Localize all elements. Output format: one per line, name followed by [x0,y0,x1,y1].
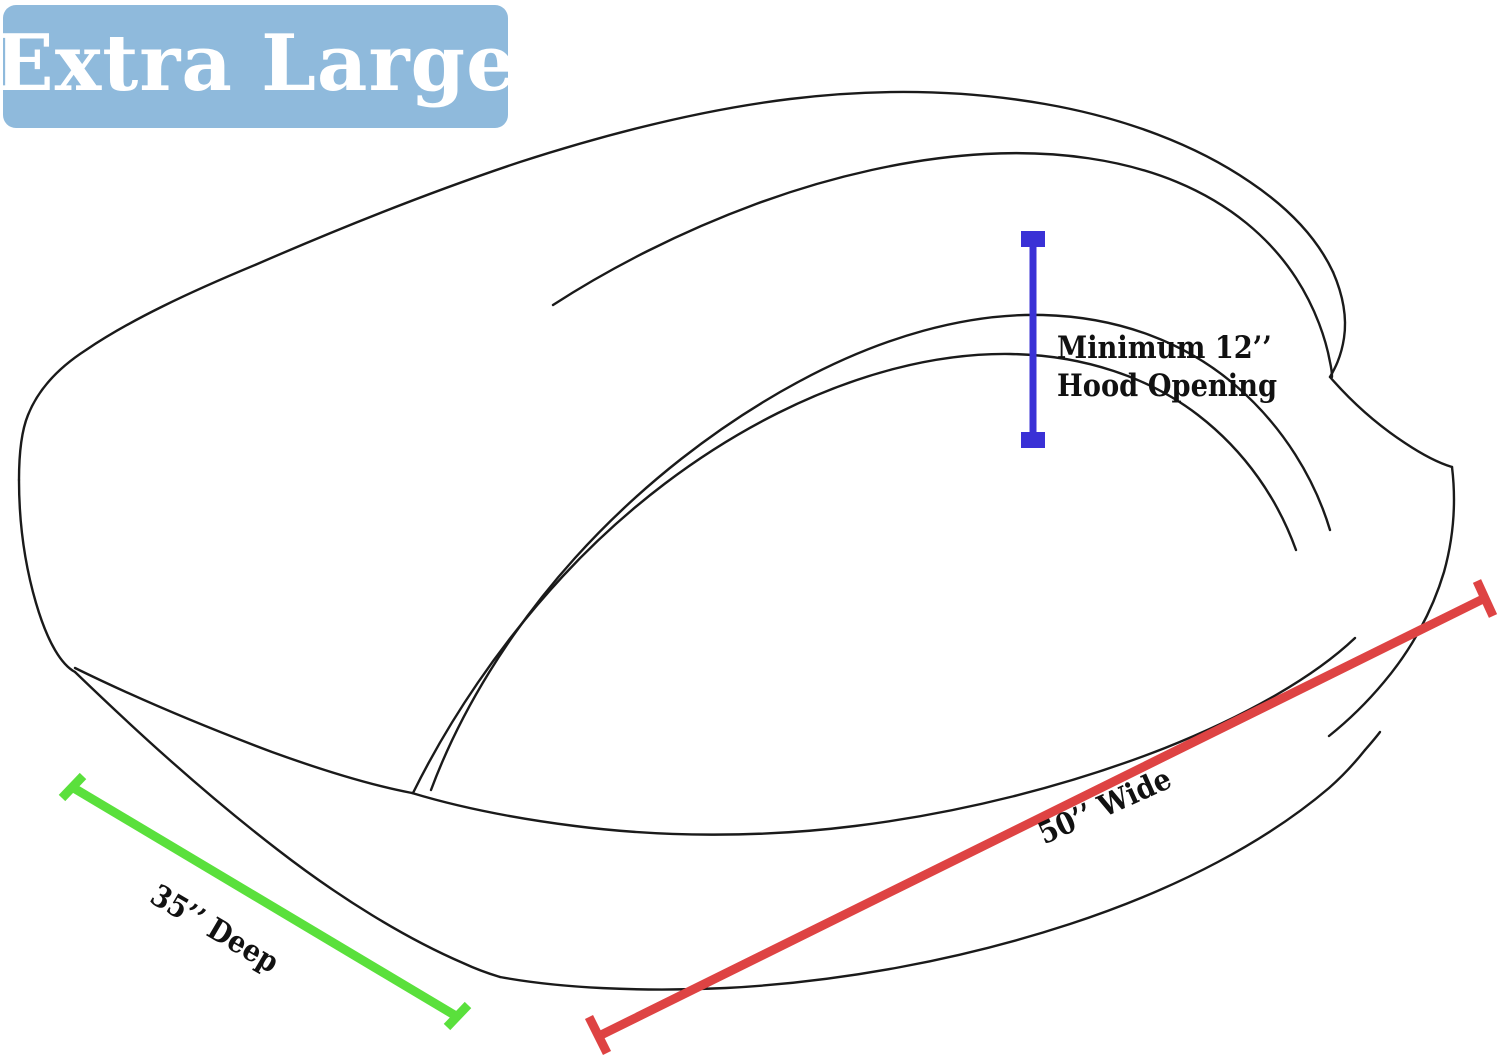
depth-dimension-shaft [69,783,459,1020]
front-face-upper-contour [73,666,414,795]
hood-dimension-cap-bottom [1021,432,1045,448]
depth-dimension-cap-bottom [443,1001,472,1031]
base-right-edge [1363,730,1382,752]
size-badge: Extra Large [0,5,516,128]
right-tail-seam [1328,375,1454,469]
lid-seam-outer [551,151,1334,379]
shell-right-end [1328,270,1347,379]
shell-top-silhouette [17,90,1335,482]
width-dimension-cap-right [1472,579,1498,618]
width-dimension-shaft [597,594,1485,1041]
width-dimension-cap-left [584,1014,612,1056]
dimension-line-width [584,579,1498,1056]
dimension-line-depth [58,772,472,1031]
depth-dimension-cap-top [58,772,87,802]
front-left-nose-edge [17,478,77,674]
right-side-crease [1327,465,1456,738]
hood-opening-label-line-1: Minimum 12’’ [1057,330,1272,366]
base-front-edge [73,670,502,979]
base-bottom-contour [498,748,1367,991]
hood-opening-edge [411,352,1298,795]
dimension-line-hood-opening [1021,231,1045,448]
lid-seam-rim [429,313,1332,792]
hood-opening-label-line-2: Hood Opening [1057,367,1278,404]
hood-dimension-cap-top [1021,231,1045,247]
size-badge-label: Extra Large [0,17,517,109]
hood-opening-label: Minimum 12’’ Hood Opening [1057,330,1277,406]
cargo-box-outline [17,90,1456,991]
